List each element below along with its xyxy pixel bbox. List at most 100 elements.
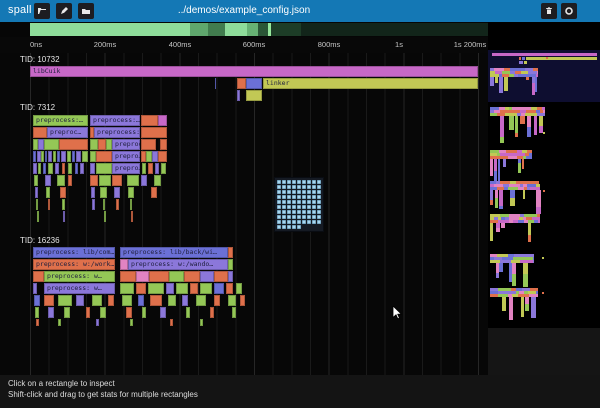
flame-bar[interactable] (61, 151, 66, 162)
flame-bar[interactable] (48, 163, 53, 174)
flame-bar[interactable]: preprocess:… (90, 115, 140, 126)
flame-bar[interactable] (112, 175, 122, 186)
flame-bar[interactable] (210, 307, 214, 318)
flame-bar[interactable] (152, 151, 158, 162)
flame-bar[interactable] (232, 307, 236, 318)
flame-bar[interactable]: preprocess: w:/wando… (128, 259, 228, 270)
flame-bar[interactable] (55, 163, 59, 174)
flame-bar[interactable] (130, 319, 133, 326)
flame-bar[interactable] (182, 295, 188, 306)
flame-bar[interactable] (236, 283, 242, 294)
flame-bar[interactable] (158, 139, 160, 150)
flame-bar[interactable] (246, 78, 262, 89)
flame-bar[interactable] (158, 151, 167, 162)
flame-bar[interactable] (103, 199, 105, 210)
flame-bar[interactable] (146, 151, 152, 162)
flame-bar[interactable] (228, 247, 233, 258)
flame-bar[interactable]: linker (263, 78, 478, 89)
flame-bar[interactable]: preprocess: w… (44, 271, 115, 282)
flame-bar[interactable] (126, 307, 132, 318)
flame-bar[interactable] (104, 211, 106, 222)
flame-bar[interactable] (48, 307, 54, 318)
flame-bar[interactable] (34, 295, 40, 306)
flame-bar[interactable]: preprocess:… (94, 127, 140, 138)
flame-bar[interactable] (155, 163, 159, 174)
flame-bar[interactable] (60, 187, 66, 198)
flame-bar[interactable] (170, 319, 173, 326)
flame-bar[interactable] (200, 319, 203, 326)
flame-bar[interactable] (190, 283, 198, 294)
measure-button[interactable] (56, 3, 72, 19)
flame-bar[interactable] (48, 151, 52, 162)
flame-bar[interactable] (75, 163, 78, 174)
flame-bar[interactable] (58, 319, 61, 326)
flame-bar[interactable] (36, 199, 38, 210)
flame-bar[interactable] (160, 307, 166, 318)
flame-bar[interactable] (214, 271, 228, 282)
flame-bar[interactable] (62, 163, 65, 174)
flame-bar[interactable] (166, 283, 174, 294)
flame-bar[interactable] (92, 199, 95, 210)
flame-bar[interactable] (142, 163, 146, 174)
flame-bar[interactable] (246, 90, 262, 101)
flame-bar[interactable] (57, 151, 60, 162)
flame-bar[interactable] (68, 175, 72, 186)
flame-bar[interactable] (76, 151, 81, 162)
flame-bar[interactable] (45, 175, 51, 186)
flame-bar[interactable] (33, 163, 37, 174)
flame-bar[interactable]: prepro… (112, 151, 140, 162)
flame-bar[interactable] (228, 259, 233, 270)
flame-bar[interactable]: preprocess:… (33, 115, 88, 126)
flame-bar[interactable] (33, 139, 38, 150)
flame-bar[interactable] (138, 295, 144, 306)
flame-bar[interactable]: preprocess: lib/com… (33, 247, 115, 258)
flame-bar[interactable] (176, 283, 188, 294)
flame-bar[interactable] (184, 271, 200, 282)
flame-bar[interactable] (63, 211, 65, 222)
flame-bar[interactable] (99, 175, 111, 186)
flame-bar[interactable] (91, 187, 95, 198)
flame-bar[interactable] (131, 211, 133, 222)
flame-bar[interactable] (120, 271, 136, 282)
flame-bar[interactable] (142, 307, 146, 318)
flame-bar[interactable] (240, 295, 245, 306)
flame-bar[interactable] (130, 199, 132, 210)
flame-bar[interactable] (120, 283, 134, 294)
flame-bar[interactable] (127, 175, 139, 186)
flame-bar[interactable] (106, 139, 112, 150)
flame-bar[interactable] (64, 307, 70, 318)
flame-bar[interactable] (150, 295, 162, 306)
flame-bar[interactable]: preproc… (112, 139, 140, 150)
flame-bar[interactable] (237, 78, 246, 89)
flame-bar[interactable] (82, 151, 88, 162)
flame-bar[interactable] (200, 283, 212, 294)
flame-bar[interactable] (62, 199, 65, 210)
flame-bar[interactable] (148, 283, 164, 294)
flame-bar[interactable] (161, 163, 166, 174)
flame-bar[interactable] (108, 295, 114, 306)
flame-bar[interactable] (80, 163, 84, 174)
flame-bar[interactable] (90, 151, 96, 162)
flame-bar[interactable] (116, 199, 119, 210)
flame-bar[interactable] (38, 163, 41, 174)
flame-bar[interactable] (37, 151, 41, 162)
flame-bar[interactable] (186, 307, 190, 318)
flame-bar[interactable] (114, 187, 120, 198)
flame-bar[interactable] (37, 211, 39, 222)
flame-bar[interactable] (36, 319, 39, 326)
flame-bar[interactable] (33, 127, 47, 138)
flame-bar[interactable] (92, 295, 102, 306)
flame-bar[interactable] (96, 319, 99, 326)
flame-bar[interactable] (68, 163, 72, 174)
flame-bar[interactable] (226, 283, 233, 294)
flame-bar[interactable] (53, 151, 56, 162)
flame-bar[interactable] (136, 271, 149, 282)
flame-bar[interactable]: preprocess: w… (44, 283, 115, 294)
flame-bar[interactable] (41, 151, 44, 162)
flame-bar[interactable] (154, 175, 161, 186)
flame-bar[interactable] (141, 127, 167, 138)
flame-bar[interactable] (141, 139, 156, 150)
flame-bar[interactable] (44, 139, 59, 150)
settings-button[interactable] (561, 3, 577, 19)
flame-bar[interactable] (35, 187, 38, 198)
